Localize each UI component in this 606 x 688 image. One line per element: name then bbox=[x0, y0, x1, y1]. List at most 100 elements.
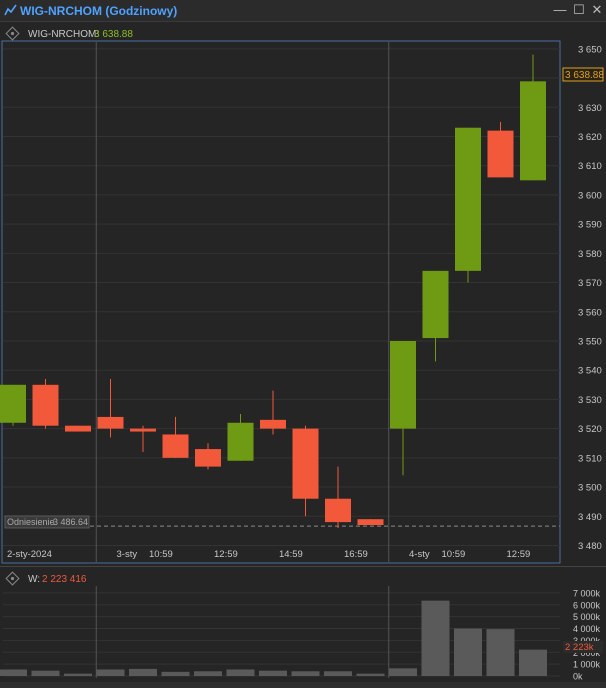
reference-badge: Odniesienie 3 486.64 bbox=[4, 515, 90, 529]
maximize-button[interactable]: ☐ bbox=[573, 2, 585, 17]
candle bbox=[520, 54, 546, 181]
last-price-value: 3 638.88 bbox=[94, 29, 133, 40]
candle bbox=[455, 127, 481, 283]
time-tick-label: 4-sty bbox=[409, 549, 430, 560]
time-tick-label: 12:59 bbox=[214, 549, 238, 560]
candle bbox=[227, 414, 254, 461]
volume-current-text: 2 223k bbox=[565, 642, 594, 653]
volume-current-tag: 2 223k bbox=[563, 641, 603, 653]
price-tick-label: 3 610 bbox=[578, 161, 602, 172]
candle-body bbox=[130, 428, 156, 432]
candle-body bbox=[390, 340, 416, 429]
window-title: WIG-NRCHOM (Godzinowy) bbox=[20, 4, 178, 18]
reference-value: 3 486.64 bbox=[53, 517, 88, 527]
candle bbox=[357, 519, 384, 526]
price-tick-label: 3 590 bbox=[578, 220, 602, 231]
candle-body bbox=[97, 416, 124, 429]
volume-tick-label: 6 000k bbox=[573, 600, 601, 610]
price-tick-label: 3 480 bbox=[578, 541, 602, 552]
price-tick-label: 3 650 bbox=[578, 44, 602, 55]
volume-bar bbox=[31, 670, 60, 676]
candle bbox=[325, 466, 351, 528]
time-tick-label: 16:59 bbox=[344, 549, 368, 560]
price-tick-label: 3 560 bbox=[578, 307, 602, 318]
candle bbox=[390, 340, 416, 476]
volume-bar bbox=[259, 670, 287, 676]
price-tick-label: 3 600 bbox=[578, 190, 602, 201]
candle-body bbox=[0, 384, 26, 423]
volume-bar bbox=[291, 671, 320, 676]
candle-body bbox=[422, 270, 449, 339]
volume-bar bbox=[226, 669, 255, 676]
volume-label: W: bbox=[28, 574, 40, 585]
candle bbox=[260, 390, 286, 435]
settings-diamond-icon[interactable] bbox=[5, 571, 20, 586]
minimize-button[interactable]: — bbox=[553, 2, 567, 17]
price-tick-label: 3 570 bbox=[578, 278, 602, 289]
time-axis: 2-sty-2024 3-sty 10:59 12:59 14:59 16:59 4-sty… bbox=[7, 549, 530, 560]
volume-tick-label: 1 000k bbox=[573, 660, 601, 670]
horizontal-scrollbar[interactable] bbox=[0, 682, 606, 688]
time-tick-label: 14:59 bbox=[279, 549, 303, 560]
price-tick-label: 3 630 bbox=[578, 103, 602, 114]
candle-body bbox=[227, 422, 254, 461]
price-tick-label: 3 510 bbox=[578, 453, 602, 464]
price-tick-label: 3 620 bbox=[578, 132, 602, 143]
last-price-tag: 3 638.88 bbox=[562, 67, 604, 82]
time-tick-label: 10:59 bbox=[149, 549, 173, 560]
candle bbox=[292, 425, 319, 517]
candle-body bbox=[520, 81, 546, 181]
instrument-label: WIG-NRCHOM: bbox=[28, 29, 99, 40]
volume-day-separators bbox=[95, 586, 390, 678]
candle-body bbox=[65, 425, 91, 432]
volume-bar bbox=[194, 671, 222, 676]
candle-body bbox=[455, 127, 481, 271]
plot-area-border bbox=[1, 40, 561, 564]
settings-diamond-icon[interactable] bbox=[5, 26, 20, 41]
price-tick-label: 3 500 bbox=[578, 483, 602, 494]
price-chart[interactable]: 3 480 3 490 3 500 3 510 3 520 3 530 3 540 3 550… bbox=[0, 22, 606, 566]
volume-bars bbox=[0, 600, 547, 676]
volume-tick-label: 7 000k bbox=[573, 588, 601, 598]
volume-bar bbox=[486, 629, 515, 676]
price-tick-label: 3 520 bbox=[578, 424, 602, 435]
volume-tick-label: 3 000k bbox=[573, 636, 601, 646]
volume-bar bbox=[161, 671, 190, 676]
time-tick-label: 3-sty bbox=[117, 549, 138, 560]
chart-line-icon bbox=[4, 4, 17, 16]
candle-body bbox=[292, 428, 319, 499]
candle bbox=[0, 384, 26, 426]
candle-body bbox=[325, 498, 351, 523]
reference-label: Odniesienie bbox=[7, 517, 55, 527]
price-tick-label: 3 540 bbox=[578, 366, 602, 377]
volume-value: 2 223 416 bbox=[42, 574, 87, 585]
volume-tick-label: 0k bbox=[573, 672, 583, 682]
candle bbox=[487, 121, 514, 178]
volume-bar bbox=[519, 649, 547, 676]
volume-bar bbox=[389, 668, 417, 676]
candle-body bbox=[195, 449, 221, 467]
candle bbox=[97, 378, 124, 438]
last-price-tag-text: 3 638.88 bbox=[565, 70, 604, 81]
candle-body bbox=[487, 130, 514, 178]
volume-bar bbox=[356, 673, 385, 676]
price-tick-label: 3 550 bbox=[578, 336, 602, 347]
volume-legend: W: 2 223 416 bbox=[5, 571, 87, 586]
time-tick-label: 10:59 bbox=[442, 549, 466, 560]
candle-body bbox=[260, 419, 286, 429]
candles bbox=[0, 54, 546, 528]
time-tick-label: 12:59 bbox=[507, 549, 531, 560]
volume-bar bbox=[0, 669, 27, 676]
volume-bar bbox=[96, 669, 125, 676]
candle bbox=[195, 443, 221, 470]
volume-bar bbox=[454, 628, 482, 676]
volume-tick-label: 5 000k bbox=[573, 612, 601, 622]
close-button[interactable]: ✕ bbox=[591, 2, 603, 17]
candle bbox=[130, 425, 156, 452]
candle bbox=[65, 425, 91, 432]
candle bbox=[422, 270, 449, 362]
volume-bar bbox=[129, 668, 157, 676]
price-tick-label: 3 490 bbox=[578, 512, 602, 523]
price-tick-label: 3 580 bbox=[578, 249, 602, 260]
